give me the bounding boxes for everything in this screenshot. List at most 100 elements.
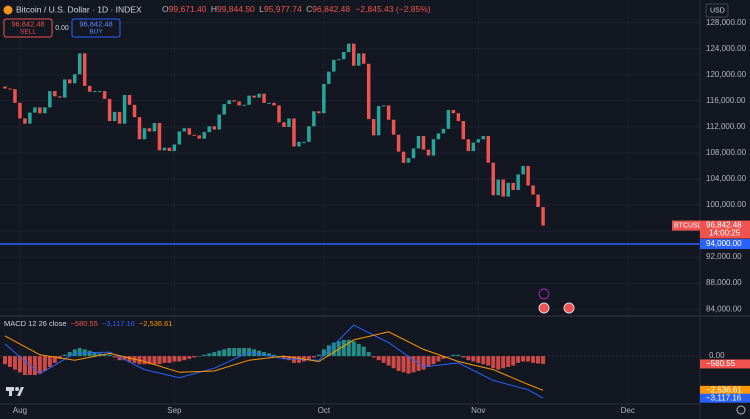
histogram-bar bbox=[97, 353, 102, 357]
event-icon[interactable] bbox=[563, 302, 575, 314]
histogram-bar bbox=[187, 356, 192, 359]
candle bbox=[97, 91, 102, 93]
histogram-bar bbox=[17, 356, 22, 373]
histogram-bar bbox=[192, 356, 197, 358]
candle bbox=[272, 102, 276, 106]
histogram-bar bbox=[436, 356, 441, 362]
histogram-bar bbox=[476, 356, 481, 363]
candle bbox=[486, 136, 490, 163]
candle bbox=[192, 134, 197, 136]
candle bbox=[117, 111, 122, 124]
candle bbox=[63, 79, 67, 98]
candle bbox=[202, 132, 207, 139]
histogram-bar bbox=[47, 356, 52, 367]
candle bbox=[142, 128, 147, 140]
candle bbox=[541, 207, 545, 226]
histogram-bar bbox=[461, 356, 466, 358]
histogram-bar bbox=[122, 356, 127, 361]
candle bbox=[386, 105, 391, 120]
ohlc-key: H bbox=[211, 4, 217, 14]
candle bbox=[212, 126, 216, 130]
histogram-bar bbox=[162, 356, 167, 363]
histogram-bar bbox=[237, 348, 242, 357]
histogram-bar bbox=[361, 346, 366, 357]
candle bbox=[471, 142, 476, 151]
candle bbox=[167, 147, 172, 151]
event-icon[interactable] bbox=[538, 302, 550, 314]
candle bbox=[456, 113, 461, 122]
candle bbox=[18, 102, 22, 119]
candle bbox=[371, 119, 376, 136]
candle bbox=[172, 144, 177, 151]
candle bbox=[327, 71, 331, 84]
histogram-bar bbox=[381, 356, 386, 363]
tradingview-logo[interactable] bbox=[6, 387, 24, 396]
candle bbox=[491, 162, 495, 196]
candle bbox=[366, 63, 371, 120]
candle bbox=[107, 98, 112, 122]
buy-button[interactable] bbox=[71, 18, 121, 38]
value-label-box bbox=[700, 385, 750, 395]
candle bbox=[526, 165, 530, 186]
last-price-box bbox=[700, 220, 750, 239]
histogram-bar bbox=[446, 356, 451, 357]
histogram-bar bbox=[167, 356, 172, 363]
settings-icon[interactable] bbox=[736, 405, 746, 415]
event-icon[interactable] bbox=[538, 288, 550, 300]
candle bbox=[431, 139, 436, 156]
histogram-bar bbox=[37, 356, 42, 374]
candle bbox=[411, 148, 416, 159]
histogram-bar bbox=[112, 356, 117, 358]
histogram-bar bbox=[197, 356, 202, 357]
histogram-bar bbox=[2, 356, 7, 365]
histogram-bar bbox=[42, 356, 47, 371]
histogram-bar bbox=[142, 356, 147, 365]
candle bbox=[302, 141, 306, 143]
histogram-bar bbox=[152, 356, 157, 365]
candle bbox=[262, 93, 266, 103]
x-tick-label: Nov bbox=[471, 406, 485, 415]
plot bbox=[0, 43, 700, 399]
spread: 0.00 bbox=[55, 25, 69, 32]
y-tick-label: 104,000.00 bbox=[706, 174, 747, 183]
candle bbox=[322, 83, 326, 114]
symbol-label: BTCUSD bbox=[674, 222, 703, 229]
candle bbox=[317, 111, 321, 114]
candle bbox=[461, 121, 466, 140]
histogram-bar bbox=[421, 356, 426, 370]
y-tick-label: 108,000.00 bbox=[706, 148, 747, 157]
histogram-bar bbox=[396, 356, 401, 371]
symbol-title[interactable]: Bitcoin / U.S. Dollar · 1D · INDEX bbox=[16, 4, 142, 14]
candle bbox=[77, 53, 82, 75]
candle bbox=[536, 194, 540, 208]
histogram-bar bbox=[281, 356, 286, 359]
buy-price: 96,842.48 bbox=[79, 19, 112, 28]
candle bbox=[242, 104, 246, 106]
candle bbox=[361, 53, 366, 64]
candle bbox=[227, 100, 231, 105]
ohlc-value: 95,977.74 bbox=[264, 4, 302, 14]
candle bbox=[481, 136, 486, 140]
candle bbox=[127, 95, 132, 105]
histogram-bar bbox=[451, 354, 456, 357]
histogram-bar bbox=[496, 356, 501, 370]
histogram-bar bbox=[267, 353, 272, 357]
sell-button[interactable] bbox=[3, 18, 53, 38]
histogram-bar bbox=[516, 356, 521, 363]
histogram-bar bbox=[376, 356, 381, 361]
histogram-bar bbox=[67, 352, 72, 357]
ohlc-value: 99,671.40 bbox=[169, 4, 207, 14]
value-label: −2,536.61 bbox=[706, 385, 742, 394]
histogram-bar bbox=[227, 348, 232, 357]
legend-value: −2,536.61 bbox=[139, 319, 173, 328]
candle bbox=[8, 88, 12, 90]
candle bbox=[252, 95, 256, 98]
candle bbox=[157, 123, 162, 151]
value-label-box bbox=[700, 359, 750, 369]
currency-button[interactable] bbox=[705, 3, 729, 18]
countdown: 14:00:25 bbox=[709, 229, 741, 238]
histogram-bar bbox=[541, 356, 546, 364]
sell-label: SELL bbox=[20, 29, 36, 36]
histogram-bar bbox=[212, 352, 217, 357]
